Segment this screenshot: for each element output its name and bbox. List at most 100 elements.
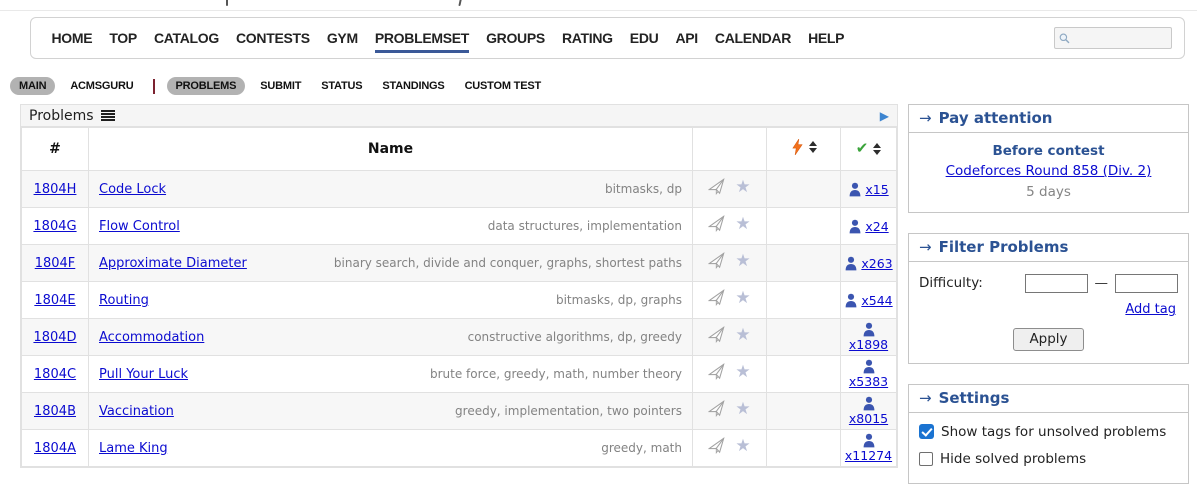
favorite-star-icon[interactable]: ★ — [735, 213, 751, 234]
search-box[interactable] — [1054, 27, 1172, 49]
submit-plane-icon[interactable] — [707, 251, 728, 271]
submit-plane-icon[interactable] — [707, 325, 728, 345]
contest-link[interactable]: Codeforces Round 858 (Div. 2) — [945, 163, 1152, 180]
difficulty-cell — [766, 318, 841, 356]
nav-item-calendar[interactable]: CALENDAR — [714, 30, 792, 46]
problems-caption-bar: Problems ▶ — [21, 105, 897, 127]
submit-plane-icon[interactable] — [707, 177, 728, 197]
problem-row: 1804B Vaccination greedy, implementation… — [21, 392, 897, 430]
problem-name-link[interactable]: Code Lock — [99, 181, 167, 197]
nav-item-catalog[interactable]: CATALOG — [153, 30, 219, 46]
favorite-star-icon[interactable]: ★ — [735, 324, 751, 345]
problem-id-link[interactable]: 1804E — [34, 292, 76, 308]
sub-navigation: MAIN ACMSGURU PROBLEMS SUBMIT STATUS STA… — [10, 77, 556, 95]
submit-plane-icon[interactable] — [707, 288, 728, 308]
arrow-icon: → — [919, 109, 932, 127]
problem-id-link[interactable]: 1804H — [33, 181, 77, 197]
subnav-item-status[interactable]: STATUS — [321, 80, 363, 92]
apply-button[interactable]: Apply — [1013, 327, 1084, 351]
solved-person-icon — [863, 322, 874, 337]
problems-title: Problems — [29, 107, 94, 124]
subnav-item-submit[interactable]: SUBMIT — [260, 80, 302, 92]
list-icon[interactable] — [100, 110, 115, 121]
sort-arrows-solved[interactable] — [873, 142, 882, 155]
col-header-name[interactable]: Name — [88, 127, 693, 171]
problem-id-link[interactable]: 1804D — [33, 329, 77, 345]
solved-count-link[interactable]: x5383 — [848, 373, 889, 389]
nav-item-problemset[interactable]: PROBLEMSET — [374, 30, 470, 53]
nav-item-contests[interactable]: CONTESTS — [236, 30, 310, 46]
col-header-solved[interactable]: ✔ — [840, 127, 897, 171]
problem-id-link[interactable]: 1804C — [33, 366, 77, 382]
contest-countdown: 5 days — [1026, 183, 1071, 200]
difficulty-cell — [766, 355, 841, 393]
submit-plane-icon[interactable] — [707, 362, 728, 382]
arrow-icon: → — [919, 237, 932, 256]
problem-id-link[interactable]: 1804F — [34, 255, 76, 271]
add-tag-link[interactable]: Add tag — [1125, 301, 1176, 317]
nav-item-edu[interactable]: EDU — [629, 30, 659, 46]
nav-item-help[interactable]: HELP — [808, 30, 845, 46]
sort-arrows-difficulty[interactable] — [808, 141, 817, 153]
subnav-item-main[interactable]: MAIN — [10, 77, 56, 95]
subnav-item-acmsguru[interactable]: ACMSGURU — [70, 80, 134, 92]
nav-item-home[interactable]: HOME — [51, 30, 93, 46]
problem-name-link[interactable]: Approximate Diameter — [99, 255, 247, 271]
problem-id-link[interactable]: 1804G — [33, 218, 77, 234]
difficulty-cell — [766, 281, 841, 319]
nav-item-top[interactable]: TOP — [109, 30, 137, 46]
filter-problems-body: Difficulty: — Add tag Apply — [909, 262, 1188, 363]
favorite-star-icon[interactable]: ★ — [735, 287, 751, 308]
problem-tags: bitmasks, dp — [604, 182, 682, 196]
col-header-number[interactable]: # — [21, 127, 89, 171]
favorite-star-icon[interactable]: ★ — [735, 435, 751, 456]
submit-plane-icon[interactable] — [707, 214, 728, 234]
solved-person-icon — [849, 219, 861, 233]
solved-count-link[interactable]: x8015 — [848, 410, 889, 426]
difficulty-min-input[interactable] — [1024, 273, 1088, 293]
submit-plane-icon[interactable] — [707, 436, 728, 456]
solved-count-link[interactable]: x263 — [861, 255, 893, 271]
solved-count-link[interactable]: x11274 — [844, 447, 893, 463]
difficulty-cell — [766, 392, 841, 430]
pay-attention-body: Before contest Codeforces Round 858 (Div… — [909, 133, 1188, 212]
problem-name-link[interactable]: Accommodation — [99, 329, 205, 345]
solved-count-link[interactable]: x15 — [865, 181, 889, 197]
table-header-row: # Name ✔ — [21, 127, 897, 171]
submit-plane-icon[interactable] — [707, 399, 728, 419]
filter-problems-box: → Filter Problems Difficulty: — Add tag A… — [908, 232, 1189, 364]
search-input[interactable] — [1074, 31, 1167, 45]
col-header-difficulty[interactable] — [766, 127, 841, 171]
subnav-item-standings[interactable]: STANDINGS — [382, 80, 445, 92]
nav-item-rating[interactable]: RATING — [561, 30, 613, 46]
show-tags-checkbox[interactable] — [919, 424, 934, 440]
problem-name-link[interactable]: Routing — [99, 292, 149, 308]
problem-id-link[interactable]: 1804A — [34, 440, 76, 456]
subnav-item-problems[interactable]: PROBLEMS — [166, 77, 246, 95]
hide-solved-checkbox[interactable] — [919, 451, 933, 466]
favorite-star-icon[interactable]: ★ — [735, 176, 751, 197]
nav-item-api[interactable]: API — [675, 30, 698, 46]
problem-name-link[interactable]: Lame King — [99, 440, 168, 456]
expand-arrow-icon[interactable]: ▶ — [879, 108, 889, 123]
favorite-star-icon[interactable]: ★ — [735, 361, 751, 382]
subnav-item-custom-test[interactable]: CUSTOM TEST — [464, 80, 542, 92]
problem-id-link[interactable]: 1804B — [33, 403, 76, 419]
show-tags-label: Show tags for unsolved problems — [941, 423, 1167, 440]
favorite-star-icon[interactable]: ★ — [735, 398, 751, 419]
main-navigation: HOME TOP CATALOG CONTESTS GYM PROBLEMSET… — [30, 17, 1185, 59]
pay-attention-box: → Pay attention Before contest Codeforces… — [908, 104, 1189, 213]
subnav-divider — [152, 78, 155, 94]
nav-item-groups[interactable]: GROUPS — [486, 30, 545, 46]
problem-name-link[interactable]: Flow Control — [99, 218, 180, 234]
nav-item-gym[interactable]: GYM — [326, 30, 358, 46]
problem-row: 1804F Approximate Diameter binary search… — [21, 244, 897, 282]
problem-name-link[interactable]: Pull Your Luck — [99, 366, 189, 382]
favorite-star-icon[interactable]: ★ — [735, 250, 751, 271]
difficulty-max-input[interactable] — [1115, 273, 1178, 293]
solved-count-link[interactable]: x1898 — [848, 336, 889, 352]
solved-count-link[interactable]: x24 — [865, 218, 889, 234]
problem-tags: greedy, implementation, two pointers — [455, 404, 682, 418]
problem-name-link[interactable]: Vaccination — [99, 403, 174, 419]
solved-count-link[interactable]: x544 — [861, 292, 893, 308]
